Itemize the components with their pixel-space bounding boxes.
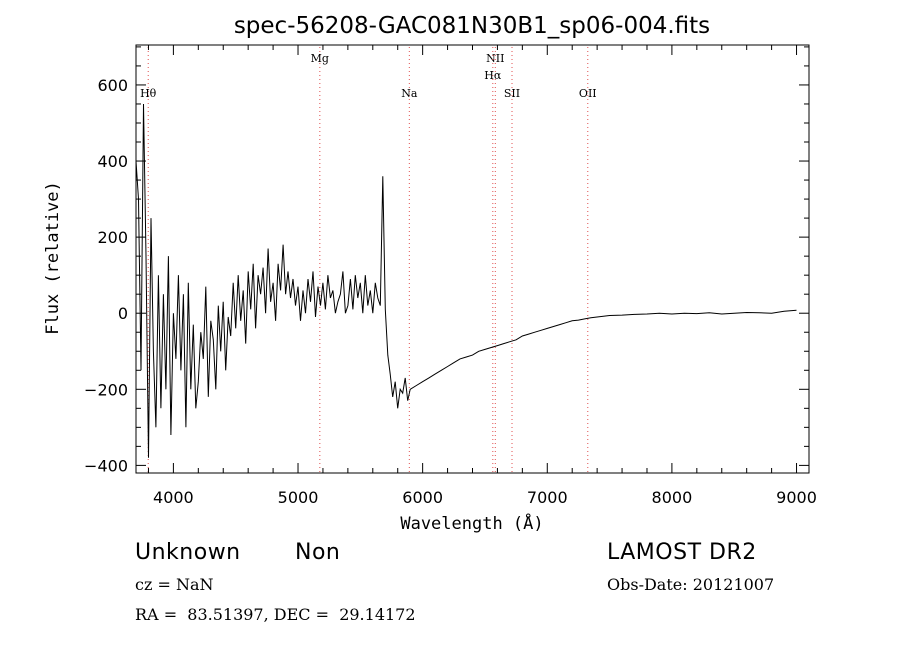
spectral-line-label: OII (579, 87, 597, 100)
spectral-line-label: Hα (484, 69, 502, 82)
spectral-line-label: Na (401, 87, 418, 100)
survey-name: LAMOST DR2 (607, 540, 757, 565)
x-tick-label: 7000 (527, 488, 568, 507)
object-class: Unknown (135, 540, 241, 565)
plot-frame (135, 44, 810, 474)
y-tick-label: −200 (84, 380, 128, 399)
spectral-line-label: Hθ (140, 87, 157, 100)
spectral-line-label: Mg (311, 52, 329, 65)
y-axis-label: Flux (relative) (43, 181, 63, 335)
chart-title: spec-56208-GAC081N30B1_sp06-004.fits (234, 13, 710, 39)
y-tick-label: 400 (97, 152, 128, 171)
y-tick-label: 200 (97, 228, 128, 247)
x-tick-label: 8000 (652, 488, 693, 507)
x-tick-label: 4000 (153, 488, 194, 507)
object-subclass: Non (295, 540, 341, 565)
y-tick-label: 600 (97, 76, 128, 95)
coordinates: RA = 83.51397, DEC = 29.14172 (135, 605, 416, 624)
x-tick-label: 9000 (776, 488, 817, 507)
spectral-line-label: NII (486, 52, 504, 65)
y-tick-label: 0 (118, 304, 128, 323)
redshift-label: cz = NaN (135, 575, 214, 594)
x-tick-label: 5000 (278, 488, 319, 507)
spectral-line-label: SII (504, 87, 520, 100)
x-axis-label: Wavelength (Å) (400, 512, 543, 534)
x-tick-label: 6000 (402, 488, 443, 507)
obs-date: Obs-Date: 20121007 (607, 575, 775, 594)
y-tick-label: −400 (84, 456, 128, 475)
spectrum-line (135, 103, 797, 458)
